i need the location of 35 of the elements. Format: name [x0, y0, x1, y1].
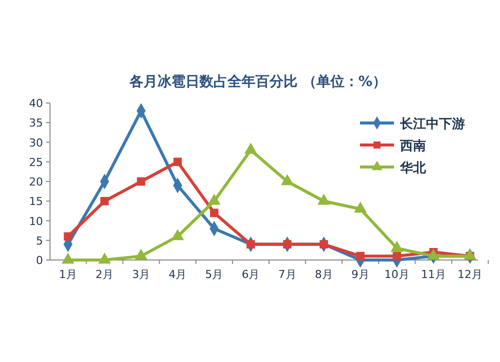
x-tick-label: 7月: [278, 268, 296, 281]
x-tick-label: 11月: [420, 268, 446, 281]
x-tick-label: 4月: [168, 268, 187, 281]
x-tick-label: 12月: [458, 268, 482, 281]
point: [283, 240, 292, 248]
y-tick-label: 15: [29, 195, 43, 208]
x-tick-label: 6月: [242, 268, 260, 281]
point: [64, 232, 72, 241]
y-tick-label: 10: [29, 214, 43, 228]
legend-label: 华北: [399, 161, 427, 176]
point: [246, 240, 255, 248]
point: [320, 240, 328, 248]
x-tick-label: 2月: [96, 268, 114, 281]
y-tick-label: 20: [29, 176, 43, 188]
point: [136, 177, 146, 186]
legend-label: 西南: [399, 139, 426, 154]
x-tick-label: 1月: [59, 268, 77, 281]
y-tick-label: 25: [29, 156, 43, 169]
legend-label: 长江中下游: [399, 117, 465, 132]
chart-title: 各月冰雹日数占全年百分比 （单位：%）: [128, 74, 386, 90]
point: [392, 252, 402, 260]
x-tick-label: 5月: [205, 268, 224, 281]
y-tick-label: 5: [36, 234, 43, 248]
point: [210, 208, 218, 218]
x-tick-label: 8月: [314, 268, 333, 281]
x-tick-label: 9月: [351, 268, 370, 281]
y-tick-label: 30: [29, 136, 43, 150]
point: [356, 252, 365, 260]
x-tick-label: 10月: [384, 268, 410, 281]
point: [100, 196, 109, 206]
x-tick-label: 3月: [132, 268, 150, 281]
y-tick-label: 35: [29, 116, 43, 130]
y-tick-label: 0: [36, 254, 43, 267]
point: [173, 158, 182, 166]
y-tick-label: 40: [29, 97, 43, 110]
